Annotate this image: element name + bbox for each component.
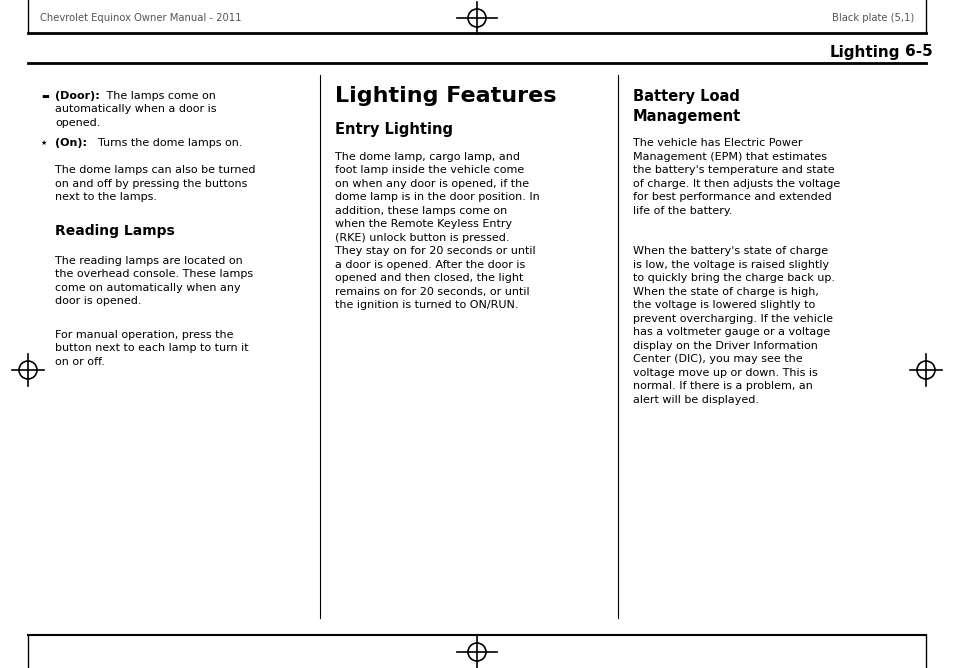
Text: has a voltmeter gauge or a voltage: has a voltmeter gauge or a voltage [633,327,829,337]
Text: prevent overcharging. If the vehicle: prevent overcharging. If the vehicle [633,314,832,324]
Text: When the battery's state of charge: When the battery's state of charge [633,246,827,257]
Text: When the state of charge is high,: When the state of charge is high, [633,287,818,297]
Text: foot lamp inside the vehicle come: foot lamp inside the vehicle come [335,165,524,175]
Text: of charge. It then adjusts the voltage: of charge. It then adjusts the voltage [633,179,840,189]
Text: (Door):: (Door): [55,91,100,101]
Text: to quickly bring the charge back up.: to quickly bring the charge back up. [633,273,834,283]
Text: The dome lamp, cargo lamp, and: The dome lamp, cargo lamp, and [335,152,519,162]
Text: button next to each lamp to turn it: button next to each lamp to turn it [55,343,249,353]
Text: the voltage is lowered slightly to: the voltage is lowered slightly to [633,300,815,310]
Text: normal. If there is a problem, an: normal. If there is a problem, an [633,381,812,391]
Text: ★: ★ [41,140,48,146]
Text: Management (EPM) that estimates: Management (EPM) that estimates [633,152,826,162]
Text: automatically when a door is: automatically when a door is [55,104,216,114]
Text: Black plate (5,1): Black plate (5,1) [831,13,913,23]
Text: The vehicle has Electric Power: The vehicle has Electric Power [633,138,801,148]
Text: Center (DIC), you may see the: Center (DIC), you may see the [633,354,801,364]
Text: the overhead console. These lamps: the overhead console. These lamps [55,269,253,279]
Text: come on automatically when any: come on automatically when any [55,283,240,293]
Text: The dome lamps can also be turned: The dome lamps can also be turned [55,165,255,175]
Text: Turns the dome lamps on.: Turns the dome lamps on. [91,138,242,148]
Text: Lighting Features: Lighting Features [335,86,556,106]
Text: Entry Lighting: Entry Lighting [335,122,453,137]
Text: remains on for 20 seconds, or until: remains on for 20 seconds, or until [335,287,529,297]
Text: Management: Management [633,109,740,124]
Text: is low, the voltage is raised slightly: is low, the voltage is raised slightly [633,260,828,270]
Text: For manual operation, press the: For manual operation, press the [55,330,233,340]
Text: next to the lamps.: next to the lamps. [55,192,157,202]
Text: voltage move up or down. This is: voltage move up or down. This is [633,368,817,377]
Text: on or off.: on or off. [55,357,105,367]
Text: on when any door is opened, if the: on when any door is opened, if the [335,179,529,189]
Text: Chevrolet Equinox Owner Manual - 2011: Chevrolet Equinox Owner Manual - 2011 [40,13,241,23]
Text: the battery's temperature and state: the battery's temperature and state [633,165,834,175]
Text: ▬: ▬ [41,92,49,100]
Text: opened and then closed, the light: opened and then closed, the light [335,273,523,283]
Text: Lighting: Lighting [829,45,900,59]
Text: addition, these lamps come on: addition, these lamps come on [335,206,507,216]
Text: door is opened.: door is opened. [55,296,141,306]
Text: They stay on for 20 seconds or until: They stay on for 20 seconds or until [335,246,535,257]
Text: when the Remote Keyless Entry: when the Remote Keyless Entry [335,219,512,229]
Text: Reading Lamps: Reading Lamps [55,224,174,238]
Text: (RKE) unlock button is pressed.: (RKE) unlock button is pressed. [335,232,509,242]
Text: The reading lamps are located on: The reading lamps are located on [55,256,242,266]
Text: 6-5: 6-5 [904,45,932,59]
Text: display on the Driver Information: display on the Driver Information [633,341,817,351]
Text: opened.: opened. [55,118,100,128]
Text: dome lamp is in the door position. In: dome lamp is in the door position. In [335,192,539,202]
Text: The lamps come on: The lamps come on [103,91,215,101]
Text: (On):: (On): [55,138,87,148]
Text: the ignition is turned to ON/RUN.: the ignition is turned to ON/RUN. [335,300,518,310]
Text: alert will be displayed.: alert will be displayed. [633,395,759,405]
Text: on and off by pressing the buttons: on and off by pressing the buttons [55,179,247,189]
Text: life of the battery.: life of the battery. [633,206,732,216]
Text: a door is opened. After the door is: a door is opened. After the door is [335,260,525,270]
Text: for best performance and extended: for best performance and extended [633,192,831,202]
Text: Battery Load: Battery Load [633,88,740,104]
